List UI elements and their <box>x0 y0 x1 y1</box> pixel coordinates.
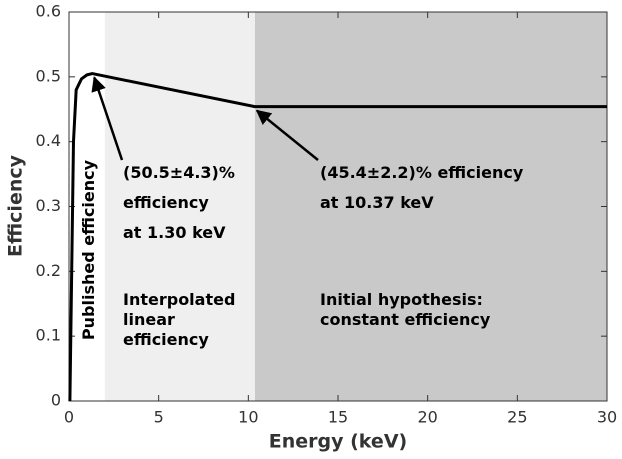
annotation: Initial hypothesis: <box>320 290 483 309</box>
annotation: at 10.37 keV <box>320 193 434 212</box>
region <box>254 12 607 401</box>
y-tick-label: 0 <box>51 391 61 410</box>
y-tick-label: 0.4 <box>36 131 61 150</box>
x-tick-label: 30 <box>597 408 617 427</box>
y-tick-label: 0.6 <box>36 2 61 21</box>
annotation: (50.5±4.3)% <box>123 163 235 182</box>
annotation: constant efficiency <box>320 310 491 329</box>
annotation: efficiency <box>123 330 209 349</box>
x-tick-label: 25 <box>507 408 527 427</box>
x-tick-label: 20 <box>417 408 437 427</box>
annotation-arrow <box>91 76 124 161</box>
region <box>104 12 255 401</box>
plot-frame <box>68 11 608 402</box>
annotation: Published efficiency <box>79 159 98 340</box>
x-tick-label: 15 <box>328 408 348 427</box>
x-tick-label: 10 <box>238 408 258 427</box>
annotation: linear <box>123 310 175 329</box>
y-axis-label: Efficiency <box>5 154 27 257</box>
y-tick-label: 0.2 <box>36 261 61 280</box>
x-axis-label: Energy (keV) <box>269 431 407 453</box>
annotation: at 1.30 keV <box>123 223 226 242</box>
annotation: (45.4±2.2)% efficiency <box>320 163 524 182</box>
y-tick-label: 0.5 <box>36 66 61 85</box>
x-tick-label: 5 <box>154 408 164 427</box>
y-tick-label: 0.1 <box>36 326 61 345</box>
annotation: Interpolated <box>123 290 235 309</box>
y-tick-label: 0.3 <box>36 196 61 215</box>
annotation: efficiency <box>123 193 209 212</box>
annotation-arrow <box>255 109 319 161</box>
x-tick-label: 0 <box>64 408 74 427</box>
line <box>68 72 607 402</box>
